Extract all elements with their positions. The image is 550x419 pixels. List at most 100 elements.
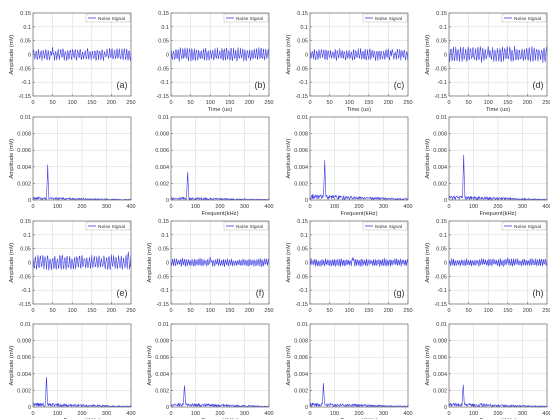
x-tick-label: 250 xyxy=(126,308,135,314)
y-tick-label: 0.1 xyxy=(439,233,447,239)
y-tick-label: 0.006 xyxy=(294,355,308,361)
x-tick-label: 400 xyxy=(403,411,412,417)
y-tick-label: 0 xyxy=(444,405,447,411)
x-tick-label: 0 xyxy=(447,308,450,314)
y-tick-label: 0.008 xyxy=(155,339,169,345)
y-tick-label: -0.05 xyxy=(434,274,447,280)
x-tick-label: 0 xyxy=(169,411,172,417)
y-tick-label: -0.1 xyxy=(160,80,169,86)
y-tick-label: 0.006 xyxy=(155,148,169,154)
panel-label: (c) xyxy=(394,80,405,90)
x-tick-label: 100 xyxy=(345,100,354,106)
y-tick-label: -0.15 xyxy=(434,94,447,100)
x-tick-label: 400 xyxy=(126,204,135,210)
y-tick-label: 0 xyxy=(28,405,31,411)
y-tick-label: -0.1 xyxy=(22,288,31,294)
x-tick-label: 50 xyxy=(327,100,333,106)
y-tick-label: -0.1 xyxy=(160,288,169,294)
y-tick-label: 0 xyxy=(28,261,31,267)
y-tick-label: 0.15 xyxy=(297,11,308,17)
y-axis-label: Amplitude (mV) xyxy=(9,345,15,385)
y-tick-label: 0 xyxy=(305,198,308,204)
x-tick-label: 400 xyxy=(542,204,550,210)
series-line xyxy=(32,376,132,408)
x-tick-label: 50 xyxy=(50,100,56,106)
y-tick-label: 0.006 xyxy=(433,148,447,154)
x-tick-label: 400 xyxy=(264,411,273,417)
chart-panel-b_f: 0 100 200 300 400 0 0.002 0.004 0.006 0.008 0.01 Fr… xyxy=(155,115,273,217)
series-line xyxy=(448,45,548,63)
x-tick-label: 300 xyxy=(102,411,111,417)
series-line xyxy=(170,256,270,267)
legend-label: Noise Signal xyxy=(375,16,402,22)
x-tick-label: 200 xyxy=(77,411,86,417)
y-tick-label: 0.002 xyxy=(155,388,169,394)
y-tick-label: 0.004 xyxy=(294,165,308,171)
legend-box xyxy=(223,13,269,23)
legend-box xyxy=(362,221,408,231)
y-axis-label: Amplitude (mV) xyxy=(425,242,431,282)
y-tick-label: 0.1 xyxy=(300,233,308,239)
x-tick-label: 50 xyxy=(188,100,194,106)
y-tick-label: 0.1 xyxy=(439,25,447,31)
y-tick-label: 0.01 xyxy=(297,115,308,121)
y-tick-label: -0.05 xyxy=(434,66,447,72)
y-axis-label: Amplitude (mV) xyxy=(9,242,15,282)
x-tick-label: 200 xyxy=(107,308,116,314)
y-tick-label: 0.1 xyxy=(23,25,31,31)
y-tick-label: 0.008 xyxy=(17,132,31,138)
x-tick-label: 0 xyxy=(447,411,450,417)
x-tick-label: 200 xyxy=(215,411,224,417)
x-tick-label: 0 xyxy=(31,100,34,106)
panel-label: (a) xyxy=(117,80,128,90)
x-tick-label: 250 xyxy=(403,100,412,106)
y-tick-label: 0.008 xyxy=(17,339,31,345)
y-tick-label: 0 xyxy=(166,261,169,267)
x-tick-label: 150 xyxy=(364,100,373,106)
x-tick-label: 50 xyxy=(327,308,333,314)
y-tick-label: 0.01 xyxy=(158,322,169,328)
x-tick-label: 300 xyxy=(379,411,388,417)
chart-panel-g: 0 50 100 150 200 250 -0.15 -0.1 -0.05 0 0.05 0.1 0.1… xyxy=(286,219,413,314)
x-tick-label: 200 xyxy=(245,308,254,314)
y-tick-label: 0 xyxy=(28,198,31,204)
y-tick-label: -0.05 xyxy=(295,274,308,280)
y-tick-label: 0.15 xyxy=(436,11,447,17)
x-tick-label: 100 xyxy=(469,411,478,417)
x-tick-label: 100 xyxy=(68,100,77,106)
y-tick-label: -0.05 xyxy=(156,274,169,280)
chart-panel-b: 0 50 100 150 200 250 -0.15 -0.1 -0.05 0 0.05 0.1 0.1… xyxy=(156,11,273,113)
y-axis-label: Amplitude (mV) xyxy=(147,345,153,385)
x-tick-label: 200 xyxy=(384,308,393,314)
y-tick-label: 0 xyxy=(444,198,447,204)
x-tick-label: 300 xyxy=(518,411,527,417)
legend-label: Noise Signal xyxy=(514,16,541,22)
y-axis-label: Amplitude (mV) xyxy=(425,34,431,74)
x-tick-label: 300 xyxy=(518,204,527,210)
panel-label: (g) xyxy=(394,288,405,298)
legend-box xyxy=(501,221,547,231)
chart-panel-d_f: 0 100 200 300 400 0 0.002 0.004 0.006 0.008 0.01 Fr… xyxy=(425,115,550,217)
chart-panel-a: 0 50 100 150 200 250 -0.15 -0.1 -0.05 0 0.05 0.1 0.1… xyxy=(9,11,136,106)
x-tick-label: 0 xyxy=(31,204,34,210)
x-tick-label: 100 xyxy=(484,308,493,314)
y-tick-label: 0.002 xyxy=(155,181,169,187)
legend-box xyxy=(85,13,131,23)
y-tick-label: 0.002 xyxy=(294,388,308,394)
x-tick-label: 150 xyxy=(503,100,512,106)
y-tick-label: 0.002 xyxy=(294,181,308,187)
y-tick-label: 0.15 xyxy=(20,11,31,17)
y-tick-label: 0.1 xyxy=(23,233,31,239)
x-tick-label: 250 xyxy=(264,100,273,106)
series-line xyxy=(32,46,132,62)
legend-box xyxy=(223,221,269,231)
x-tick-label: 50 xyxy=(466,308,472,314)
x-tick-label: 200 xyxy=(107,100,116,106)
y-tick-label: 0.008 xyxy=(433,132,447,138)
x-tick-label: 150 xyxy=(225,308,234,314)
y-tick-label: 0.002 xyxy=(17,181,31,187)
chart-panel-e: 0 50 100 150 200 250 -0.15 -0.1 -0.05 0 0.05 0.1 0.1… xyxy=(9,219,136,314)
x-tick-label: 0 xyxy=(308,100,311,106)
x-tick-label: 0 xyxy=(169,100,172,106)
